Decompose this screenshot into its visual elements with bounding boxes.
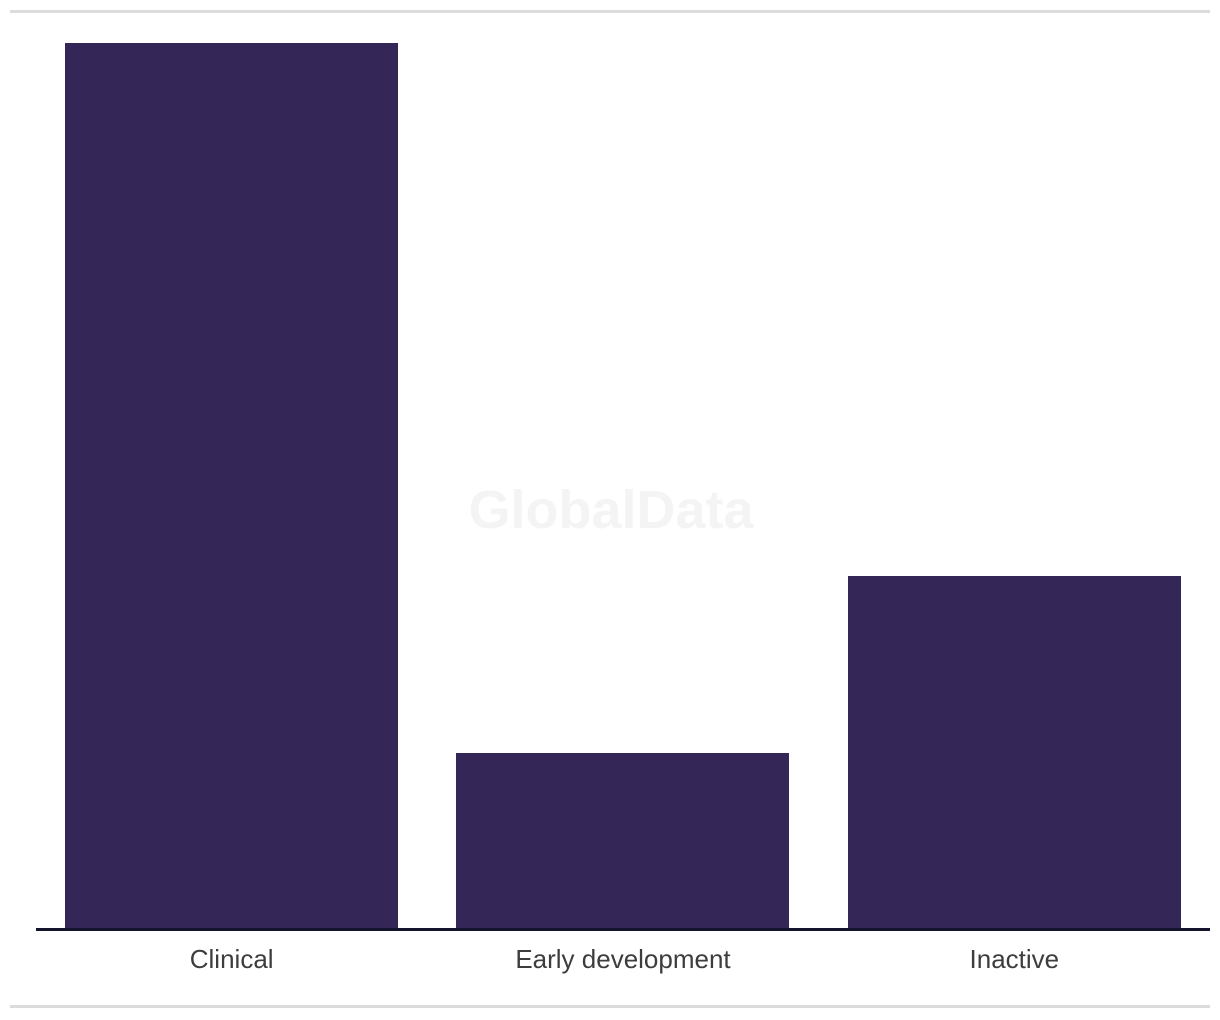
x-tick-label-clinical: Clinical [189,944,274,974]
globaldata-watermark: GlobalData [468,480,754,540]
x-tick-label-inactive: Inactive [969,944,1060,974]
bar-inactive [847,576,1181,928]
x-axis-labels: Clinical Early development Inactive [36,944,1210,975]
x-axis-line [36,928,1210,931]
bar-chart-plot-area [36,0,1210,928]
top-divider [10,10,1210,13]
bottom-divider [10,1005,1210,1008]
x-tick-label-early-development: Early development [515,944,731,974]
bar-clinical [65,43,399,928]
bar-early-development [456,753,790,928]
